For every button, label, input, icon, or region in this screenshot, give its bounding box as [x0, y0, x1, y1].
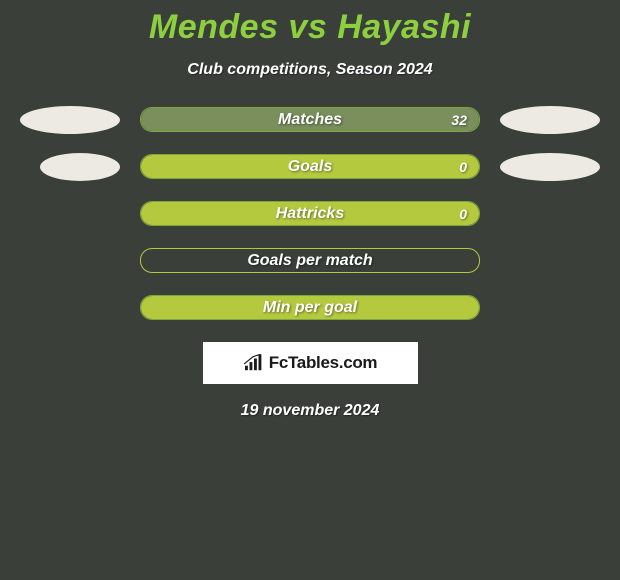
branding-inner: FcTables.com	[243, 353, 378, 373]
stat-row: Matches 32	[0, 107, 620, 132]
left-ellipse	[40, 153, 120, 181]
comparison-infographic: Mendes vs Hayashi Club competitions, Sea…	[0, 0, 620, 420]
stat-pill: Hattricks 0	[140, 201, 480, 226]
stat-value: 0	[459, 206, 467, 222]
left-ellipse-slot	[20, 106, 140, 134]
stat-pill: Goals per match	[140, 248, 480, 273]
stat-row: Goals per match	[0, 248, 620, 273]
stat-label: Goals	[288, 158, 332, 176]
left-ellipse	[20, 106, 120, 134]
stat-value: 0	[459, 159, 467, 175]
stat-value: 32	[451, 112, 467, 128]
footer-date: 19 november 2024	[0, 402, 620, 420]
left-ellipse-slot	[20, 153, 140, 181]
right-ellipse-slot	[480, 153, 600, 181]
branding-box: FcTables.com	[203, 342, 418, 384]
branding-text: FcTables.com	[269, 353, 378, 373]
page-title: Mendes vs Hayashi	[0, 8, 620, 47]
stat-label: Hattricks	[276, 205, 344, 223]
stat-row: Hattricks 0	[0, 201, 620, 226]
stat-label: Min per goal	[263, 299, 357, 317]
stat-pill: Goals 0	[140, 154, 480, 179]
stat-row: Goals 0	[0, 154, 620, 179]
stat-pill: Min per goal	[140, 295, 480, 320]
stat-label: Goals per match	[247, 252, 372, 270]
right-ellipse	[500, 153, 600, 181]
stat-pill: Matches 32	[140, 107, 480, 132]
bar-chart-icon	[243, 354, 265, 372]
subtitle: Club competitions, Season 2024	[0, 61, 620, 79]
stat-label: Matches	[278, 111, 342, 129]
stat-rows: Matches 32 Goals 0 Hattricks 0 Goals per match…	[0, 107, 620, 320]
right-ellipse	[500, 106, 600, 134]
right-ellipse-slot	[480, 106, 600, 134]
stat-row: Min per goal	[0, 295, 620, 320]
